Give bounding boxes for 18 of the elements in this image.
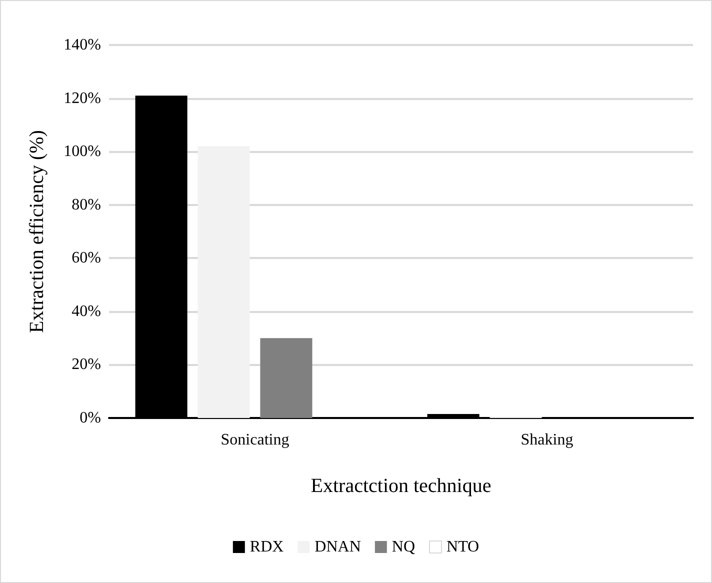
y-tick-label: 20% — [72, 356, 101, 374]
legend-label: RDX — [250, 538, 284, 556]
x-axis-title: Extractction technique — [310, 475, 492, 497]
y-tick-label: 0% — [80, 410, 101, 426]
bar — [198, 146, 250, 418]
y-tick-label: 80% — [72, 196, 101, 214]
y-tick-label: 120% — [64, 90, 101, 107]
y-tick-label: 100% — [64, 143, 101, 160]
y-tick-label: 140% — [64, 36, 101, 54]
legend-label: DNAN — [314, 538, 362, 556]
legend-label: NTO — [446, 538, 480, 556]
y-tick-label: 40% — [72, 302, 101, 320]
y-tick-label: 60% — [72, 250, 101, 267]
x-tick-label: Shaking — [520, 432, 574, 448]
bar — [260, 338, 312, 418]
y-axis-title: Extraction efficiency (%) — [26, 130, 48, 333]
legend-label: NQ — [392, 538, 416, 556]
x-tick-label: Sonicating — [220, 432, 290, 448]
